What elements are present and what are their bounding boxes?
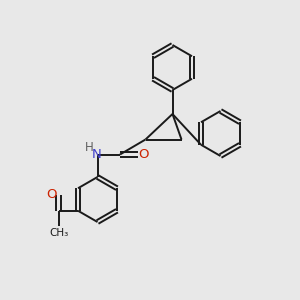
Text: N: N: [92, 148, 101, 161]
Text: H: H: [85, 141, 94, 154]
Text: O: O: [47, 188, 57, 201]
Text: O: O: [138, 148, 148, 161]
Text: CH₃: CH₃: [49, 228, 68, 238]
